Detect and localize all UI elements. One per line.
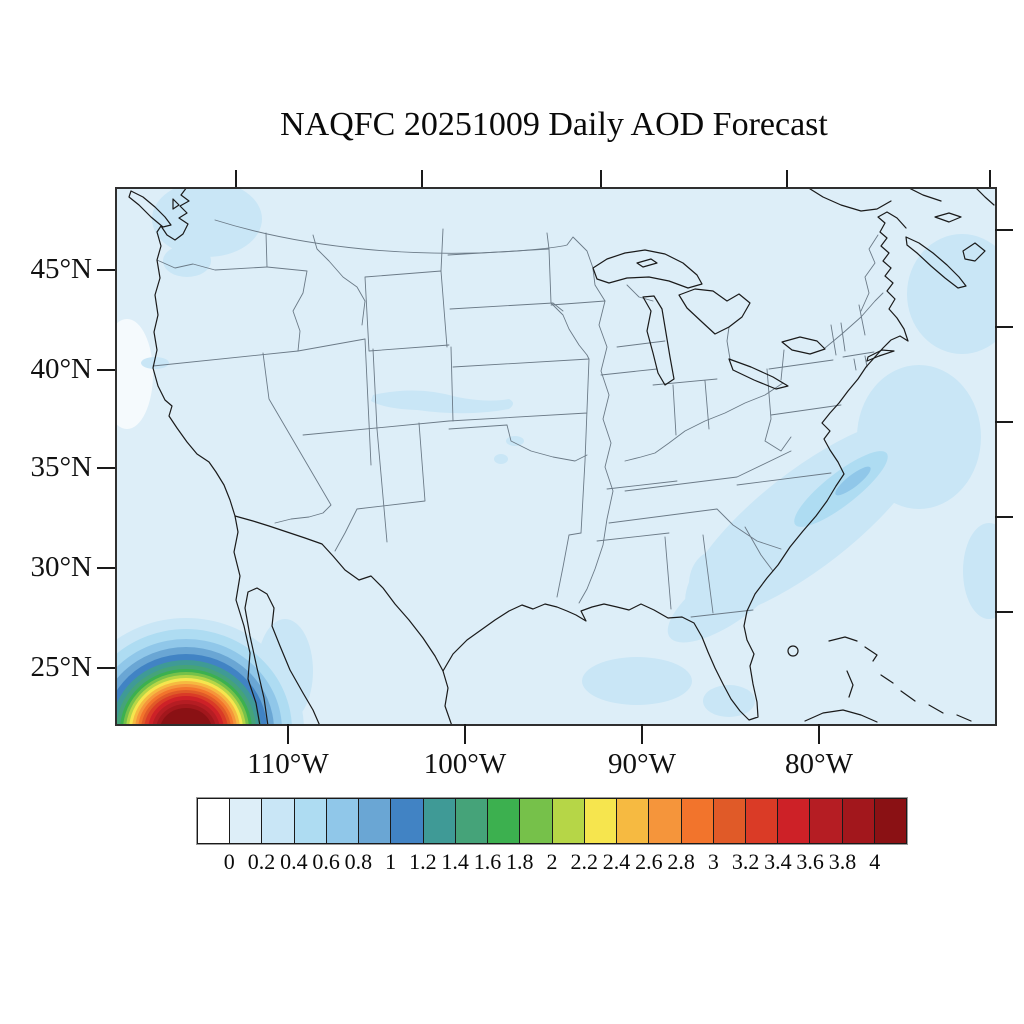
- colorbar-cell: [778, 799, 811, 843]
- lat-tick-right: [995, 611, 1013, 613]
- colorbar-tick-label: 3: [707, 849, 719, 874]
- colorbar-cell: [681, 799, 714, 843]
- lon-tick-top: [786, 170, 788, 187]
- colorbar: [196, 797, 908, 845]
- colorbar-cell: [874, 799, 907, 843]
- lon-label: 110°W: [247, 748, 329, 780]
- lon-tick: [818, 724, 820, 744]
- lat-tick: [97, 467, 115, 469]
- lon-label: 90°W: [608, 748, 676, 780]
- lon-tick: [464, 724, 466, 744]
- aod-patch: [494, 454, 508, 464]
- colorbar-cell: [649, 799, 682, 843]
- colorbar-tick-label: 3.4: [764, 849, 792, 874]
- colorbar-cell: [230, 799, 263, 843]
- colorbar-tick-label: 0.6: [312, 849, 340, 874]
- lat-label: 35°N: [30, 451, 92, 483]
- aod-patch: [371, 390, 513, 414]
- map-panel: [115, 187, 997, 726]
- aod-patch: [582, 657, 692, 705]
- colorbar-tick-label: 0.4: [280, 849, 308, 874]
- colorbar-cell: [262, 799, 295, 843]
- aod-patch: [689, 550, 745, 618]
- lat-tick: [97, 369, 115, 371]
- colorbar-tick-label: 1.4: [441, 849, 469, 874]
- aod-hotspot: [117, 618, 304, 724]
- colorbar-cell: [326, 799, 360, 843]
- colorbar-cell: [584, 799, 618, 843]
- colorbar-tick-label: 1.6: [473, 849, 502, 874]
- colorbar-tick-label: 1.2: [409, 849, 437, 874]
- lat-label: 45°N: [30, 253, 92, 285]
- colorbar-tick-label: 4: [869, 849, 881, 874]
- colorbar-tick-label: 3.8: [828, 849, 857, 874]
- state-borders-layer: [152, 219, 884, 618]
- page-title: NAQFC 20251009 Daily AOD Forecast: [280, 106, 828, 143]
- lon-tick: [641, 724, 643, 744]
- colorbar-cell: [842, 799, 875, 843]
- lat-tick-right: [995, 326, 1013, 328]
- lon-label: 100°W: [423, 748, 507, 780]
- colorbar-cell: [359, 799, 392, 843]
- aod-patch: [506, 436, 524, 446]
- colorbar-cell: [810, 799, 843, 843]
- colorbar-cell: [391, 799, 424, 843]
- colorbar-labels: 0 0.2 0.4 0.6 0.8 1 1.2 1.4 1.6 1.8 2 2.2 2.4 2.6 2.8 3…: [197, 849, 907, 877]
- colorbar-cell: [552, 799, 585, 843]
- colorbar-cell: [520, 799, 553, 843]
- lon-tick-top: [989, 170, 991, 187]
- aod-patch: [963, 523, 995, 619]
- aod-patch: [117, 319, 153, 429]
- colorbar-tick-label: 2: [546, 849, 558, 874]
- lat-tick: [97, 567, 115, 569]
- colorbar-tick-label: 2.2: [570, 849, 599, 874]
- aod-hotspot-ring: [160, 708, 212, 724]
- colorbar-cell: [294, 799, 327, 843]
- lon-label: 80°W: [785, 748, 853, 780]
- colorbar-tick-label: 2.4: [602, 849, 631, 874]
- coastlines-layer: [128, 189, 995, 724]
- colorbar-cell: [423, 799, 456, 843]
- colorbar-tick-label: 0.2: [247, 849, 276, 874]
- lon-tick: [287, 724, 289, 744]
- colorbar-tick-label: 0.8: [344, 849, 373, 874]
- colorbar-tick-label: 2.8: [667, 849, 695, 874]
- lat-tick-right: [995, 229, 1013, 231]
- lat-label: 25°N: [30, 651, 92, 683]
- colorbar-tick-label: 3.2: [731, 849, 760, 874]
- colorbar-tick-label: 0: [223, 849, 235, 874]
- colorbar-tick-label: 1: [385, 849, 397, 874]
- lat-tick-right: [995, 421, 1013, 423]
- colorbar-cell: [488, 799, 521, 843]
- lat-label: 30°N: [30, 551, 92, 583]
- colorbar-cell: [745, 799, 779, 843]
- aod-patch: [703, 685, 755, 717]
- colorbar-tick-label: 1.8: [505, 849, 534, 874]
- lon-tick-top: [600, 170, 602, 187]
- colorbar-cell: [713, 799, 746, 843]
- colorbar-cell: [198, 799, 231, 843]
- lat-label: 40°N: [30, 353, 92, 385]
- lat-tick: [97, 667, 115, 669]
- colorbar-tick-label: 2.6: [635, 849, 663, 874]
- colorbar-cell: [617, 799, 650, 843]
- aod-patch: [857, 365, 981, 509]
- aod-map: [117, 189, 995, 724]
- lat-tick: [97, 269, 115, 271]
- aod-patch: [835, 466, 871, 496]
- aod-patch: [163, 245, 211, 277]
- aod-patch: [141, 357, 169, 369]
- colorbar-tick-label: 3.6: [796, 849, 824, 874]
- colorbar-cell: [455, 799, 489, 843]
- lon-tick-top: [235, 170, 237, 187]
- lon-tick-top: [421, 170, 423, 187]
- lat-tick-right: [995, 516, 1013, 518]
